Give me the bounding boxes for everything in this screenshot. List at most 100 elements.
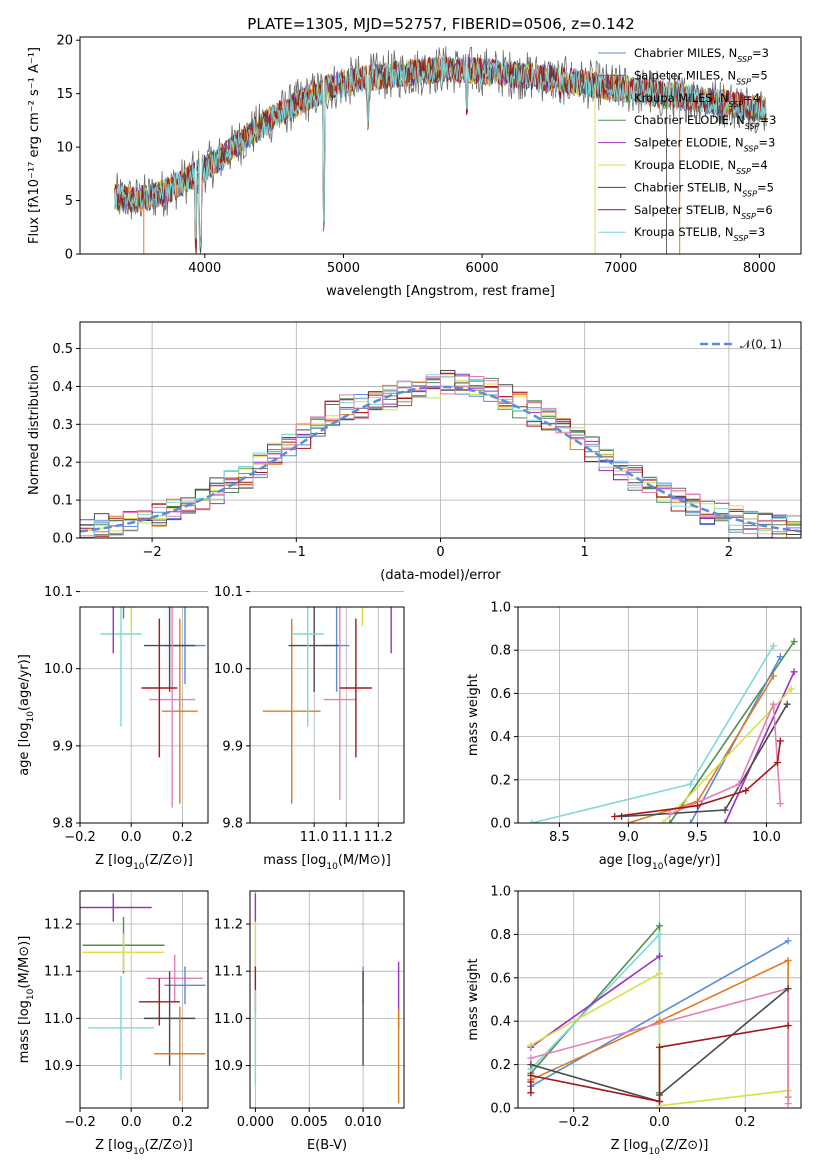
y-tick-label: 0.2 <box>52 456 73 471</box>
data-point-marker <box>527 1061 535 1069</box>
y-tick-label: 20 <box>56 34 73 49</box>
y-tick-label: 0.8 <box>490 644 511 659</box>
x-tick-label: 0.005 <box>291 1115 328 1130</box>
y-axis-label: Normed distribution <box>27 365 42 495</box>
data-point-marker <box>687 780 695 788</box>
histogram-step-pink <box>80 376 801 538</box>
series-line-salpeter_elodie <box>724 671 795 823</box>
y-axis-label: Flux [fλ10⁻¹⁷ erg cm⁻² s⁻¹ A⁻¹] <box>27 47 42 244</box>
x-tick-label: 8000 <box>743 261 776 276</box>
y-tick-label: 0.4 <box>490 1015 511 1030</box>
x-axis-label: mass [log10(M/M⊙)] <box>263 853 391 872</box>
data-point-marker <box>790 638 798 646</box>
legend-label: 𝒩(0, 1) <box>740 337 782 351</box>
x-tick-label: −0.2 <box>64 830 96 845</box>
y-tick-label: 11.0 <box>214 1012 243 1027</box>
x-tick-label: 2 <box>725 545 733 560</box>
y-tick-label: 9.9 <box>52 739 73 754</box>
y-tick-label: 0.8 <box>490 928 511 943</box>
y-axis-label: mass [log10(M/M⊙)] <box>17 936 36 1064</box>
axes-frame <box>249 890 405 1109</box>
axes-frame <box>517 890 802 1109</box>
x-tick-label: −0.2 <box>64 1115 96 1130</box>
y-tick-label: 11.2 <box>44 918 73 933</box>
y-tick-label: 11.2 <box>214 918 243 933</box>
x-tick-label: 0.0 <box>649 1115 670 1130</box>
series-line-chabrier_elodie <box>669 641 795 823</box>
series-line-salpeter_elodie <box>530 955 660 1048</box>
x-tick-label: 0.2 <box>735 1115 756 1130</box>
y-tick-label: 10.1 <box>214 585 243 600</box>
data-point-marker <box>527 1054 535 1062</box>
data-point-marker <box>784 985 792 993</box>
x-tick-label: 9.0 <box>618 830 639 845</box>
data-point-marker <box>687 819 695 823</box>
massweight-vs-age-marks <box>528 638 798 823</box>
y-tick-label: 0.4 <box>52 380 73 395</box>
data-point-marker <box>776 653 784 661</box>
data-point-marker <box>666 810 674 818</box>
data-point-marker <box>784 1022 792 1030</box>
x-tick-label: 6000 <box>466 261 499 276</box>
y-tick-label: 9.9 <box>222 739 243 754</box>
data-point-marker <box>656 1097 663 1105</box>
y-tick-label: 10.1 <box>44 585 73 600</box>
mass-vs-EBV-panel: 0.000 0.005 0.010 10.9 11.0 11.1 11.2 E(B-V) <box>214 890 405 1153</box>
y-tick-label: 11.1 <box>44 965 73 980</box>
legend-label: Salpeter MILES, NSSP=5 <box>634 68 768 86</box>
data-point-marker <box>656 1043 663 1051</box>
axes-frame <box>249 606 405 824</box>
y-tick-label: 0 <box>65 248 73 263</box>
x-tick-label: −0.2 <box>558 1115 590 1130</box>
data-point-marker <box>774 759 782 767</box>
x-tick-label: 0.010 <box>344 1115 381 1130</box>
legend-label: Salpeter STELIB, NSSP=6 <box>634 203 773 221</box>
data-point-marker <box>787 685 795 693</box>
x-tick-label: 9.5 <box>687 830 708 845</box>
data-point-marker <box>776 737 784 745</box>
y-tick-label: 11.0 <box>44 1012 73 1027</box>
y-axis-label: mass weight <box>466 958 481 1040</box>
x-axis-label: Z [log10(Z/Z⊙)] <box>95 1138 193 1157</box>
x-tick-label: 0 <box>436 545 444 560</box>
data-point-marker <box>769 700 777 708</box>
mass-vs-Z-panel: −0.2 0.0 0.2 10.9 11.0 11.1 11.2 Z [log10(Z/Z⊙)… <box>17 890 209 1157</box>
spectrum-line-kroupa_stelib <box>114 55 767 251</box>
legend-label: Chabrier STELIB, NSSP=5 <box>634 180 774 198</box>
x-tick-label: 4000 <box>188 261 221 276</box>
y-tick-label: 0.4 <box>490 730 511 745</box>
y-tick-label: 10.9 <box>214 1059 243 1074</box>
y-axis-label: mass weight <box>466 674 481 756</box>
data-point-marker <box>659 819 667 823</box>
figure-title: PLATE=1305, MJD=52757, FIBERID=0506, z=0… <box>247 15 634 33</box>
y-tick-label: 0.2 <box>490 1058 511 1073</box>
massweight-vs-age-panel: 8.5 9.0 9.5 10.0 0.0 0.2 0.4 0.6 0.8 1.0 age [log1… <box>466 601 802 872</box>
x-tick-label: 0.2 <box>172 830 193 845</box>
y-tick-label: 1.0 <box>490 885 511 900</box>
data-point-marker <box>776 800 784 808</box>
x-axis-label: (data-model)/error <box>380 568 501 583</box>
series-line-chabrier_miles <box>530 940 789 1087</box>
legend-label: Kroupa ELODIE, NSSP=4 <box>634 158 768 176</box>
y-tick-label: 10.0 <box>44 662 73 677</box>
data-point-marker <box>656 952 663 960</box>
residual-hist-marks <box>80 370 801 538</box>
data-point-marker <box>528 819 536 823</box>
y-tick-label: 0.2 <box>490 773 511 788</box>
y-tick-label: 10 <box>56 141 73 156</box>
axes-frame <box>79 321 802 539</box>
data-point-marker <box>656 922 663 930</box>
x-axis-label: E(B-V) <box>307 1138 347 1153</box>
data-point-marker <box>769 672 777 680</box>
data-point-marker <box>527 1089 535 1097</box>
data-point-marker <box>783 700 791 708</box>
mass-vs-Z-marks <box>80 893 206 1101</box>
data-point-marker <box>721 819 729 823</box>
y-axis-label: age [log10(age/yr)] <box>17 654 36 776</box>
axes-frame <box>79 606 209 824</box>
data-point-marker <box>656 969 663 977</box>
legend-label: Salpeter ELODIE, NSSP=3 <box>634 136 775 154</box>
y-tick-label: 10.0 <box>214 662 243 677</box>
axes-frame <box>79 36 802 255</box>
y-tick-label: 0.5 <box>52 342 73 357</box>
